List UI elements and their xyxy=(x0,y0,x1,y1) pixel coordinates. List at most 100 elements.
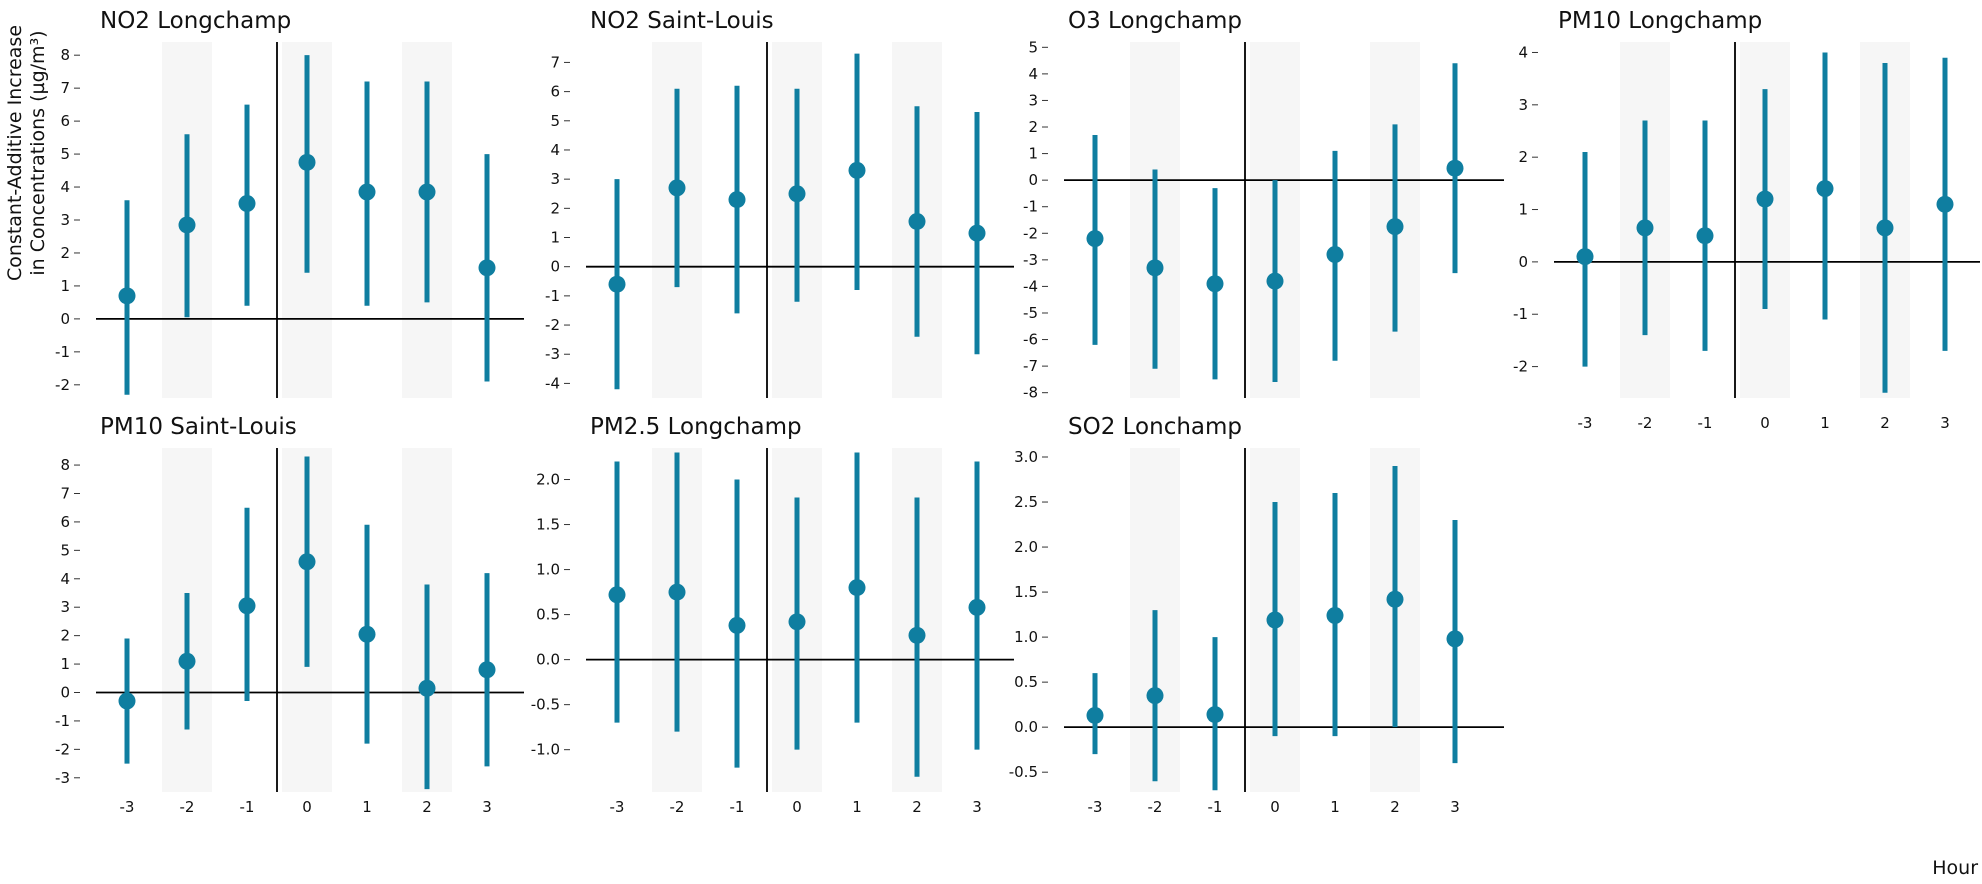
y-tick-label: -4 xyxy=(545,374,560,392)
point-estimate xyxy=(478,259,496,277)
y-tick-label: 2 xyxy=(60,244,70,262)
y-axis-title-line-1: Constant-Additive Increase xyxy=(4,25,26,281)
x-tick-label: -3 xyxy=(610,798,625,816)
y-tick-label: 5 xyxy=(60,145,70,163)
y-tick-label: 8 xyxy=(60,456,70,474)
point-estimate xyxy=(908,626,926,644)
panel-title: PM2.5 Longchamp xyxy=(590,414,802,440)
y-tick-label: 4 xyxy=(550,141,560,159)
point-estimate xyxy=(118,692,136,710)
y-tick-label: 2 xyxy=(550,199,560,217)
point-estimate xyxy=(1756,190,1774,208)
y-tick-label: -1 xyxy=(545,287,560,305)
point-estimate xyxy=(478,661,496,679)
y-tick-label: 0 xyxy=(550,258,560,276)
y-tick-label: 2.5 xyxy=(1014,493,1038,511)
y-axis-title-line-2: in Concentrations (µg/m³) xyxy=(27,30,49,275)
point-estimate xyxy=(1086,706,1104,724)
y-tick-label: 7 xyxy=(60,484,70,502)
point-estimate xyxy=(178,216,196,234)
y-tick-label: -2 xyxy=(545,316,560,334)
y-tick-label: 5 xyxy=(1028,38,1038,56)
point-estimate xyxy=(298,553,316,571)
point-estimate xyxy=(728,191,746,209)
panel-3: -8 -7 -6 -5 -4 -3 -2 -1 0 1 2 3 4 5 O3 Longchamp xyxy=(1023,8,1504,402)
y-tick-label: -2 xyxy=(1513,358,1528,376)
point-estimate xyxy=(608,586,626,604)
point-estimate xyxy=(608,275,626,293)
y-tick-label: 0 xyxy=(1518,253,1528,271)
y-tick-label: 6 xyxy=(60,513,70,531)
x-tick-label: 1 xyxy=(852,798,862,816)
x-tick-label: 0 xyxy=(1270,798,1280,816)
x-tick-label: 3 xyxy=(1450,798,1460,816)
x-tick-label: 0 xyxy=(1760,414,1770,432)
y-tick-label: 2 xyxy=(1028,118,1038,136)
point-estimate xyxy=(788,613,806,631)
panel-title: NO2 Longchamp xyxy=(100,8,291,34)
x-tick-label: 2 xyxy=(1390,798,1400,816)
point-estimate xyxy=(1446,159,1464,177)
point-estimate xyxy=(848,579,866,597)
x-tick-label: 3 xyxy=(482,798,492,816)
y-tick-label: 1.5 xyxy=(536,516,560,534)
y-tick-label: -3 xyxy=(55,769,70,787)
y-tick-label: 8 xyxy=(60,46,70,64)
y-tick-label: 1 xyxy=(60,277,70,295)
y-tick-label: 6 xyxy=(550,83,560,101)
point-estimate xyxy=(788,185,806,203)
panel-title: NO2 Saint-Louis xyxy=(590,8,774,34)
y-tick-label: 4 xyxy=(60,570,70,588)
y-tick-label: -1.0 xyxy=(531,741,560,759)
y-tick-label: 5 xyxy=(550,112,560,130)
point-estimate xyxy=(668,179,686,197)
y-tick-label: 3.0 xyxy=(1014,448,1038,466)
x-tick-label: 0 xyxy=(792,798,802,816)
panel-5: -3 -2 -1 0 1 2 3 4 5 6 7 8 -3 -2 -1 0 1 2 3 PM10 Saint-Loui… xyxy=(55,414,524,816)
point-estimate xyxy=(358,625,376,643)
y-tick-label: 7 xyxy=(550,53,560,71)
point-estimate xyxy=(1816,180,1834,198)
y-tick-label: 4 xyxy=(60,178,70,196)
point-estimate xyxy=(238,597,256,615)
y-tick-label: -0.5 xyxy=(1009,763,1038,781)
x-tick-label: -2 xyxy=(1638,414,1653,432)
x-tick-label: -3 xyxy=(1578,414,1593,432)
point-estimate xyxy=(178,652,196,670)
x-tick-label: -1 xyxy=(1698,414,1713,432)
point-estimate xyxy=(358,183,376,201)
y-tick-label: 1 xyxy=(1028,145,1038,163)
y-tick-label: 1.0 xyxy=(536,561,560,579)
point-estimate xyxy=(1086,230,1104,248)
point-estimate xyxy=(848,161,866,179)
y-tick-label: 2.0 xyxy=(536,471,560,489)
y-tick-label: -1 xyxy=(1023,198,1038,216)
y-tick-label: -3 xyxy=(545,345,560,363)
point-estimate xyxy=(1446,630,1464,648)
point-estimate xyxy=(1266,611,1284,629)
point-estimate xyxy=(1146,687,1164,705)
panel-4: -2 -1 0 1 2 3 4 -3 -2 -1 0 1 2 3 PM10 Longchamp xyxy=(1513,8,1980,432)
point-estimate xyxy=(1576,248,1594,266)
x-tick-label: -3 xyxy=(120,798,135,816)
x-tick-label: -1 xyxy=(1208,798,1223,816)
y-tick-label: 2 xyxy=(1518,148,1528,166)
point-estimate xyxy=(668,583,686,601)
y-tick-label: 0.5 xyxy=(1014,673,1038,691)
x-tick-label: -2 xyxy=(1148,798,1163,816)
y-tick-label: 6 xyxy=(60,112,70,130)
x-tick-label: -2 xyxy=(180,798,195,816)
y-tick-label: -8 xyxy=(1023,384,1038,402)
panel-7: -0.5 0.0 0.5 1.0 1.5 2.0 2.5 3.0 -3 -2 -1 0 1 2 3 SO2 L… xyxy=(1009,414,1504,816)
x-tick-label: 3 xyxy=(972,798,982,816)
x-tick-label: -2 xyxy=(670,798,685,816)
x-tick-label: 2 xyxy=(422,798,432,816)
x-tick-label: -1 xyxy=(240,798,255,816)
y-tick-label: -1 xyxy=(55,712,70,730)
x-tick-label: 3 xyxy=(1940,414,1950,432)
panel-title: O3 Longchamp xyxy=(1068,8,1242,34)
y-tick-label: -5 xyxy=(1023,304,1038,322)
y-tick-label: 0 xyxy=(1028,171,1038,189)
x-tick-label: 1 xyxy=(1820,414,1830,432)
